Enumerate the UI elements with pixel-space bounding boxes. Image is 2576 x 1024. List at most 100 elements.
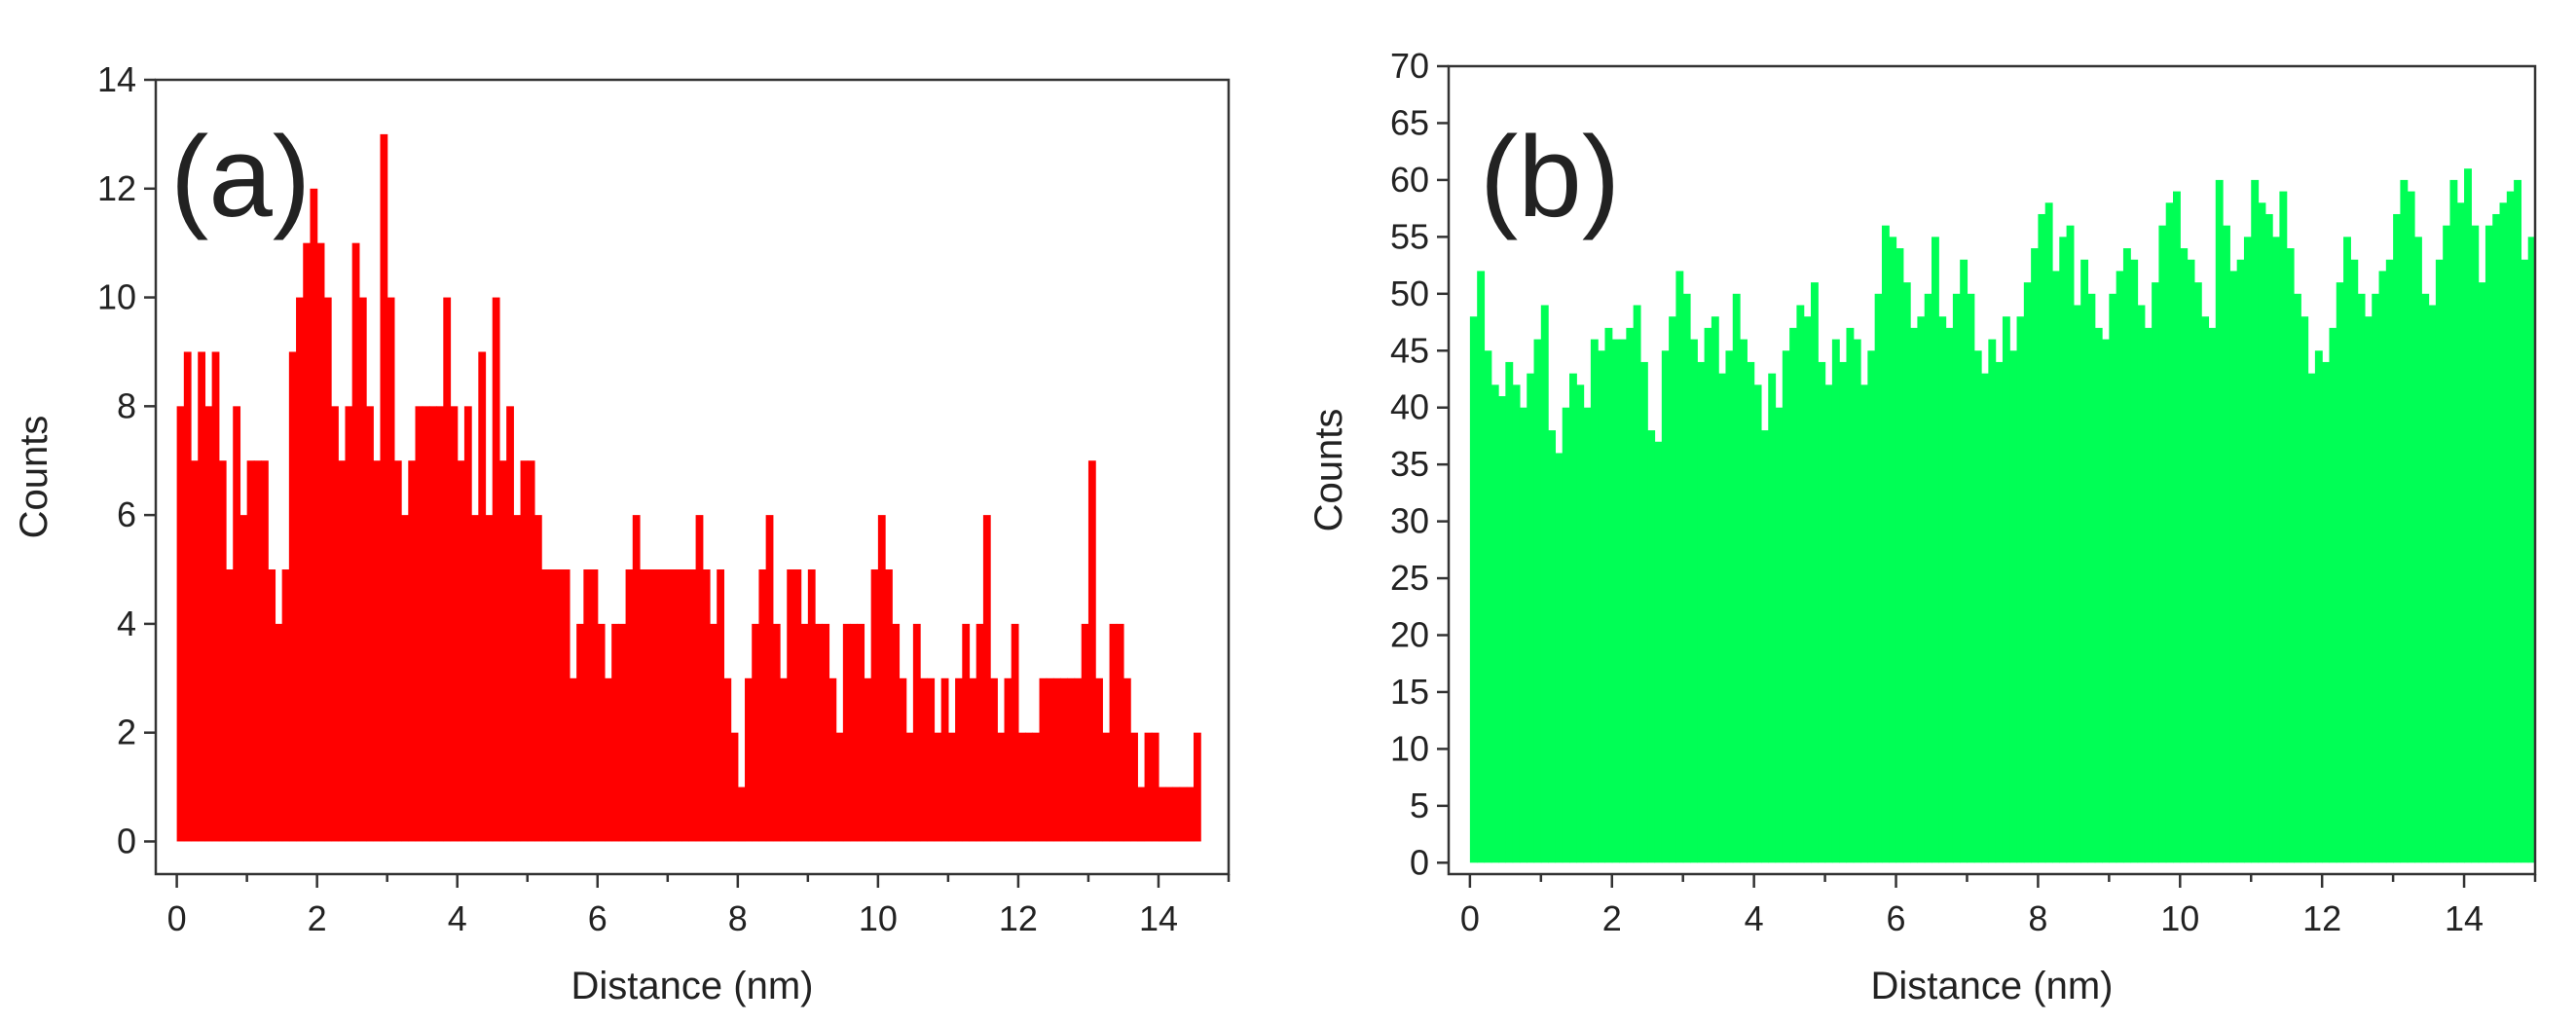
histogram-bar (745, 677, 753, 842)
histogram-bar (1690, 339, 1698, 863)
histogram-bar (1569, 373, 1577, 863)
histogram-bar (885, 569, 893, 842)
histogram-bar (555, 569, 564, 842)
histogram-bar (969, 677, 977, 842)
histogram-bar (611, 623, 619, 842)
histogram-bar (2038, 213, 2046, 863)
histogram-bar (822, 623, 830, 842)
histogram-bar (268, 569, 276, 842)
histogram-bar (905, 732, 914, 842)
histogram-bar (1095, 677, 1103, 842)
histogram-bar (892, 623, 901, 842)
histogram-bar (2087, 293, 2096, 863)
histogram-bar (1760, 430, 1769, 863)
histogram-bar (198, 351, 206, 842)
histogram-bar (864, 677, 872, 842)
histogram-bar (2272, 237, 2281, 863)
histogram-bar (261, 460, 269, 842)
histogram-bar (1945, 327, 1954, 863)
histogram-bar (2152, 282, 2160, 863)
histogram-bar (2187, 259, 2195, 863)
histogram-bar (1137, 786, 1146, 842)
histogram-bar (2201, 316, 2210, 863)
histogram-bar (380, 133, 388, 842)
y-tick-label: 60 (1390, 160, 1429, 200)
x-tick-label: 6 (588, 898, 607, 938)
histogram-bar (962, 623, 971, 842)
histogram-bar (1647, 430, 1656, 863)
histogram-bar (1669, 316, 1677, 863)
histogram-bar (2428, 305, 2437, 863)
x-tick-label: 14 (1139, 898, 1178, 938)
x-tick-label: 2 (308, 898, 327, 938)
histogram-bar (345, 406, 353, 842)
histogram-bar (717, 569, 725, 842)
histogram-bar (947, 732, 956, 842)
histogram-bar (1732, 293, 1741, 863)
histogram-bar (1562, 407, 1570, 863)
histogram-bar (562, 569, 570, 842)
histogram-bar (2130, 259, 2139, 863)
histogram-bar (625, 569, 634, 842)
histogram-bar (2385, 259, 2394, 863)
histogram-bar (1598, 350, 1606, 863)
histogram-bar (450, 406, 459, 842)
y-tick-label: 2 (117, 713, 136, 752)
histogram-bar (681, 569, 689, 842)
histogram-bar (1675, 271, 1684, 863)
histogram-bar (2016, 316, 2025, 863)
histogram-bar (393, 460, 402, 842)
histogram-bar (1519, 407, 1527, 863)
histogram-bar (1839, 361, 1848, 863)
histogram-bar (1874, 293, 1883, 863)
histogram-bar (940, 677, 949, 842)
panel-label: (b) (1480, 113, 1620, 241)
histogram-bar (2251, 179, 2260, 863)
histogram-bar (597, 623, 606, 842)
histogram-bar (415, 406, 423, 842)
plot-frame (1447, 64, 2537, 876)
histogram-bar (275, 623, 283, 842)
histogram-bar (2300, 316, 2309, 863)
histogram-bar (1144, 732, 1153, 842)
histogram-bar (310, 188, 318, 842)
histogram-bar (2044, 202, 2053, 863)
histogram-bars (176, 133, 1201, 842)
histogram-bar (1803, 316, 1812, 863)
histogram-bar (618, 623, 627, 842)
histogram-bar (835, 732, 844, 842)
histogram-bar (1633, 305, 1641, 863)
y-tick-label: 0 (1410, 842, 1429, 882)
histogram-bar (1032, 732, 1041, 842)
histogram-bar (218, 460, 227, 842)
histogram-bar (548, 569, 557, 842)
y-tick-label: 14 (97, 59, 136, 99)
histogram-bar (1619, 339, 1627, 863)
histogram-bar (1860, 384, 1868, 863)
histogram-bar (1498, 396, 1506, 863)
histogram-bar (737, 786, 746, 842)
histogram-bar (1775, 407, 1784, 863)
histogram-bar (408, 460, 417, 842)
histogram-bar (2407, 191, 2415, 863)
histogram-bar (498, 460, 507, 842)
histogram-bar (2414, 237, 2422, 863)
histogram-bar (695, 515, 704, 842)
histogram-bar (2144, 327, 2153, 863)
histogram-bar (569, 677, 577, 842)
y-tick-label: 20 (1390, 615, 1429, 655)
histogram-bar (2080, 259, 2089, 863)
histogram-bar (2180, 248, 2189, 863)
histogram-bar (2294, 293, 2301, 863)
histogram-bar (373, 460, 382, 842)
histogram-bar (1981, 373, 1989, 863)
histogram-bar (513, 515, 522, 842)
histogram-bar (723, 677, 732, 842)
y-tick-label: 25 (1390, 558, 1429, 598)
histogram-bar (1505, 361, 1514, 863)
histogram-bar (2066, 225, 2075, 863)
histogram-bar (576, 623, 584, 842)
x-tick-label: 8 (2028, 898, 2047, 938)
y-tick-label: 8 (117, 385, 136, 425)
histogram-bar (2464, 168, 2472, 863)
